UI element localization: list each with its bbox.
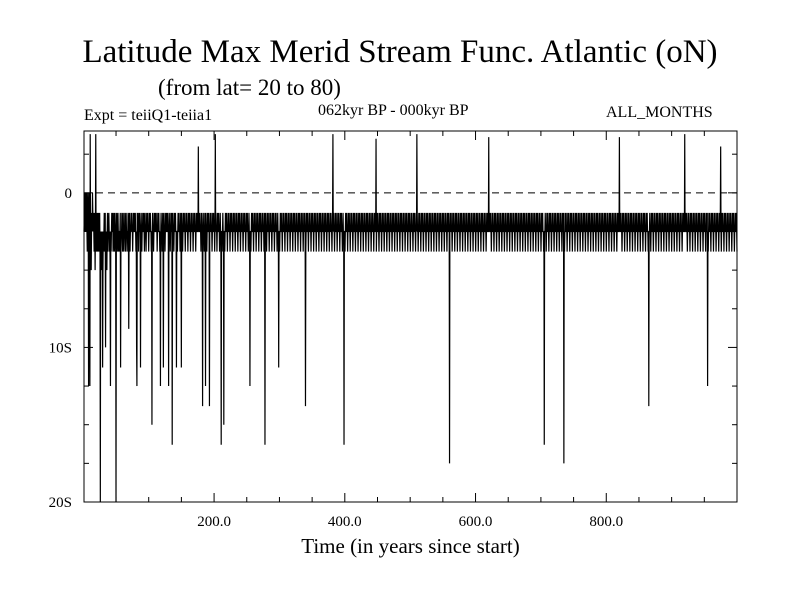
period-label: 062kyr BP - 000kyr BP	[318, 102, 469, 119]
y-tick-label: 10S	[49, 340, 72, 356]
tick-layer: 200.0 400.0 600.0 800.0 0 10S 20S Time (in year…	[49, 131, 737, 558]
series-line	[83, 134, 738, 503]
x-tick-label: 400.0	[328, 514, 362, 530]
series-layer	[83, 134, 738, 503]
y-tick-label: 0	[65, 186, 73, 202]
x-tick-label: 800.0	[589, 514, 623, 530]
experiment-label: Expt = teiiQ1-teiia1	[84, 107, 213, 124]
chart-title: Latitude Max Merid Stream Func. Atlantic…	[82, 34, 718, 70]
months-label: ALL_MONTHS	[606, 104, 713, 121]
y-tick-label: 20S	[49, 495, 72, 511]
x-tick-label: 200.0	[197, 514, 231, 530]
x-tick-label: 600.0	[459, 514, 493, 530]
x-axis-label: Time (in years since start)	[301, 534, 520, 558]
chart-subtitle: (from lat= 20 to 80)	[158, 75, 341, 100]
